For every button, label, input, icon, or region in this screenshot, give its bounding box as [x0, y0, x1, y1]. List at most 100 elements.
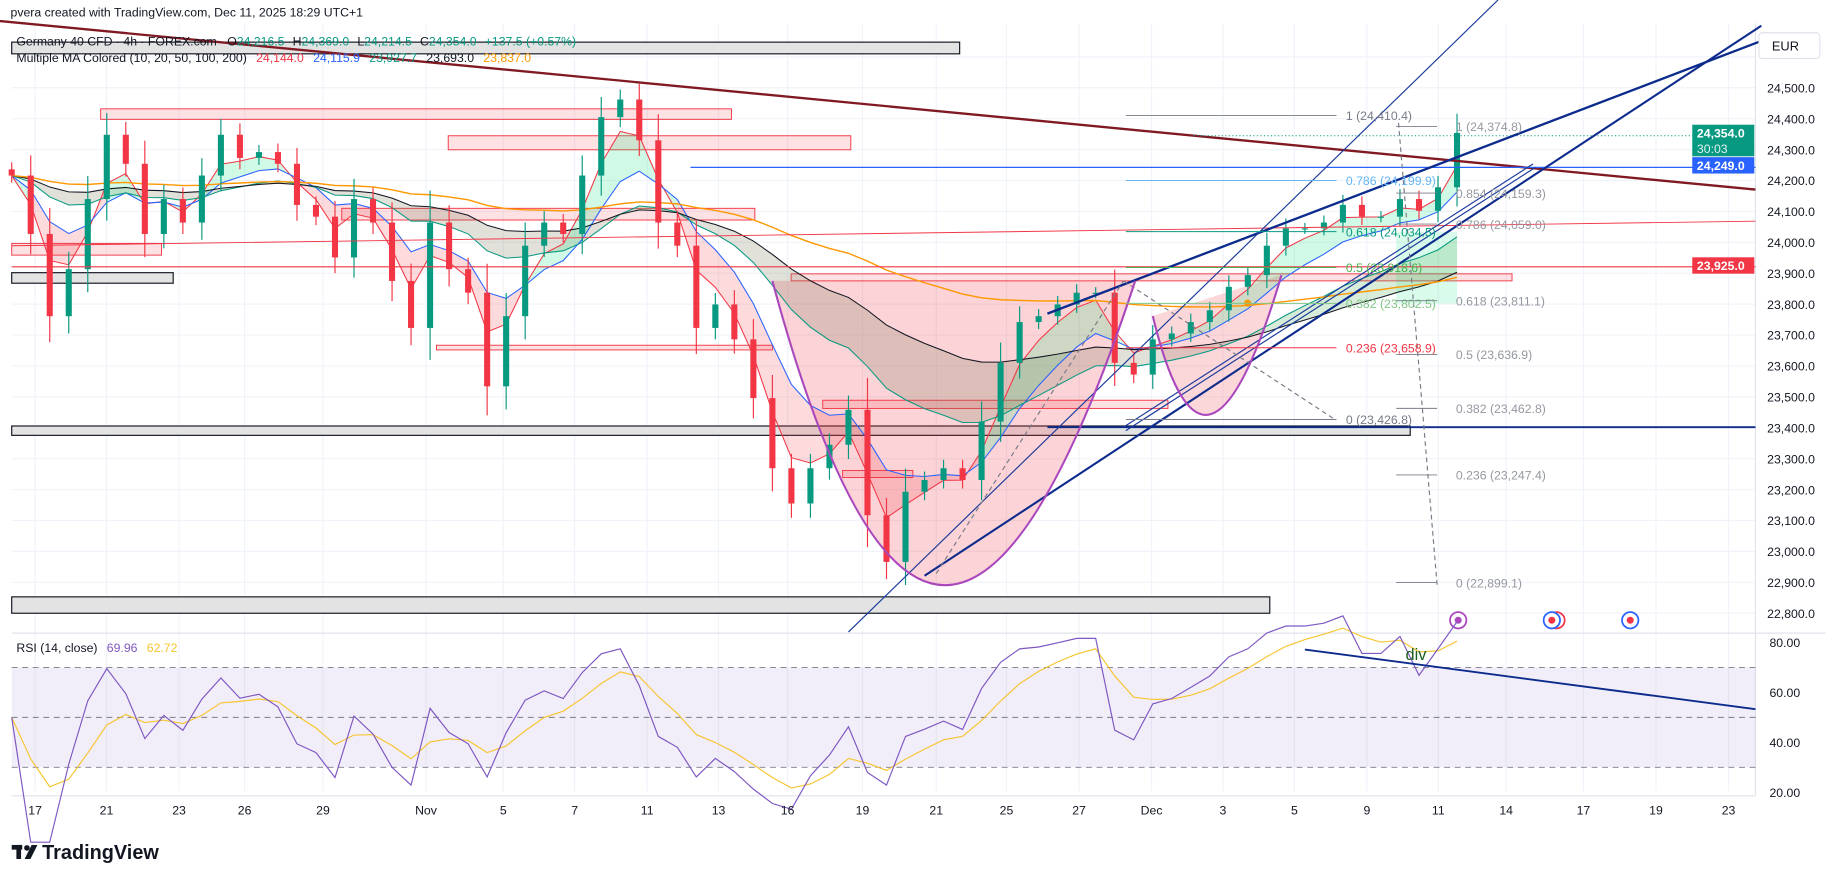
candle-body	[293, 163, 301, 205]
candle-body	[598, 117, 605, 176]
candle-body	[541, 222, 548, 246]
candle-body	[1263, 245, 1270, 276]
price-tick: 23,600.0	[1767, 360, 1815, 374]
ma-band-segment	[1438, 165, 1458, 212]
candle-body	[902, 491, 909, 562]
price-tick: 23,000.0	[1767, 545, 1815, 559]
tradingview-logo[interactable]: TradingView	[11, 842, 160, 864]
ma-legend[interactable]: Multiple MA Colored (10, 20, 50, 100, 20…	[16, 51, 531, 65]
ma-band-segment	[1266, 247, 1286, 294]
resistance-trendline	[0, 19, 1756, 191]
symbol-legend[interactable]: Germany 40 CFD · 4h · FOREX.com O24,216.…	[16, 35, 576, 49]
currency-button[interactable]: EUR	[1758, 32, 1821, 60]
candle-body	[484, 292, 491, 387]
lightning-event-icon[interactable]	[1449, 611, 1468, 630]
ma-line-4	[11, 174, 1458, 308]
ma-band-segment	[886, 325, 906, 400]
zone-box	[11, 41, 961, 55]
ma-band-segment	[1114, 348, 1134, 367]
candle-body	[312, 204, 320, 217]
candle-body	[65, 269, 72, 317]
ma-band-segment	[943, 350, 963, 423]
candle-body	[769, 398, 776, 469]
candle-body	[750, 339, 757, 399]
price-badge	[1692, 157, 1755, 174]
ma-band-segment	[68, 191, 88, 205]
ma-band-segment	[848, 297, 868, 367]
price-badge	[1692, 124, 1755, 157]
ma-band-segment	[334, 203, 355, 229]
ma-band-segment	[962, 358, 982, 423]
rsi-divergence-trendline	[1304, 648, 1756, 711]
ma-band-segment	[315, 187, 335, 229]
candle-body	[122, 134, 129, 164]
ma-band-segment	[373, 208, 393, 250]
ma-band-segment	[601, 131, 621, 209]
ma-band-segment	[582, 163, 602, 240]
ma-band-segment	[373, 192, 393, 208]
channel-trendline	[1047, 39, 1762, 315]
time-tick: 23	[1722, 804, 1736, 818]
time-axis[interactable]: 17 21 23 26 29 Nov 5 7 11 13 16 19 21 25 27 Dec 3 5 9 11 14 1…	[28, 804, 1735, 818]
countdown-label: 30:03	[1697, 142, 1728, 156]
time-tick: 11	[641, 804, 654, 818]
candle-body	[503, 316, 510, 387]
price-tick: 23,700.0	[1767, 329, 1815, 343]
price-tick: 23,500.0	[1767, 391, 1815, 405]
grid	[11, 23, 1826, 797]
fib-levels[interactable]: 1 (24,410.4) 0.786 (24,199.9) 0.618 (24,03…	[1125, 109, 1640, 630]
candle-body	[465, 269, 472, 293]
candle-body	[427, 222, 434, 328]
attribution: pvera created with TradingView.com, Dec …	[11, 5, 364, 19]
ma-band-segment	[867, 439, 887, 518]
channel-trendline	[1123, 163, 1534, 428]
ma-band-segment	[430, 206, 450, 227]
ma-band-segment	[87, 188, 107, 205]
price-tick: 24,500.0	[1767, 81, 1815, 95]
time-tick: 27	[1072, 804, 1086, 818]
time-tick: 16	[781, 804, 795, 818]
ma-band-segment	[1438, 236, 1458, 281]
candle-body	[1225, 286, 1232, 311]
cup-fill	[1152, 275, 1282, 415]
candle-body	[1111, 292, 1118, 363]
price-tick: 23,200.0	[1767, 483, 1815, 497]
candle-body	[1396, 199, 1404, 217]
event-dot	[1626, 616, 1634, 624]
ma-band-segment	[677, 199, 697, 271]
economic-event-icon[interactable]	[1542, 611, 1566, 630]
ma-band-segment	[563, 209, 583, 261]
ma-band-segment	[772, 254, 792, 310]
zone-box	[11, 272, 174, 284]
economic-event-icon[interactable]	[1621, 611, 1640, 630]
ma-band-segment	[563, 227, 583, 251]
candle-body	[921, 479, 928, 492]
ma-band-segment	[106, 187, 126, 197]
fib-label: 0 (23,426.8)	[1346, 413, 1412, 427]
rsi-legend[interactable]: RSI (14, close) 69.96 62.72	[16, 641, 177, 655]
drawings[interactable]	[0, 0, 1762, 633]
candle-body	[731, 304, 738, 340]
ma-band-segment	[639, 205, 659, 211]
zone-box	[11, 596, 1271, 614]
ma-band-segment	[430, 244, 450, 263]
ma-band-segment	[411, 205, 431, 222]
candle-body	[1282, 228, 1289, 246]
time-tick: 23	[172, 804, 186, 818]
ma-band-segment	[1000, 359, 1020, 416]
rsi-line	[11, 615, 1458, 843]
candle-body	[522, 245, 529, 317]
candle-body	[408, 280, 415, 328]
price-badge-label: 24,249.0	[1697, 159, 1745, 173]
rsi-pane	[11, 615, 1756, 843]
ma-band-segment	[715, 249, 735, 314]
price-axis[interactable]: 24,500.0 24,400.0 24,300.0 24,200.0 24,100.0…	[1692, 81, 1815, 800]
ma-band-segment	[30, 190, 50, 261]
ma-band-segment	[1285, 305, 1305, 326]
fib-label: 0.786 (24,059.0)	[1456, 218, 1546, 232]
ma-band-segment	[981, 362, 1001, 423]
fib-label: 1 (24,374.8)	[1456, 120, 1522, 134]
ma-band-segment	[1190, 320, 1210, 339]
candle-body	[389, 222, 396, 281]
